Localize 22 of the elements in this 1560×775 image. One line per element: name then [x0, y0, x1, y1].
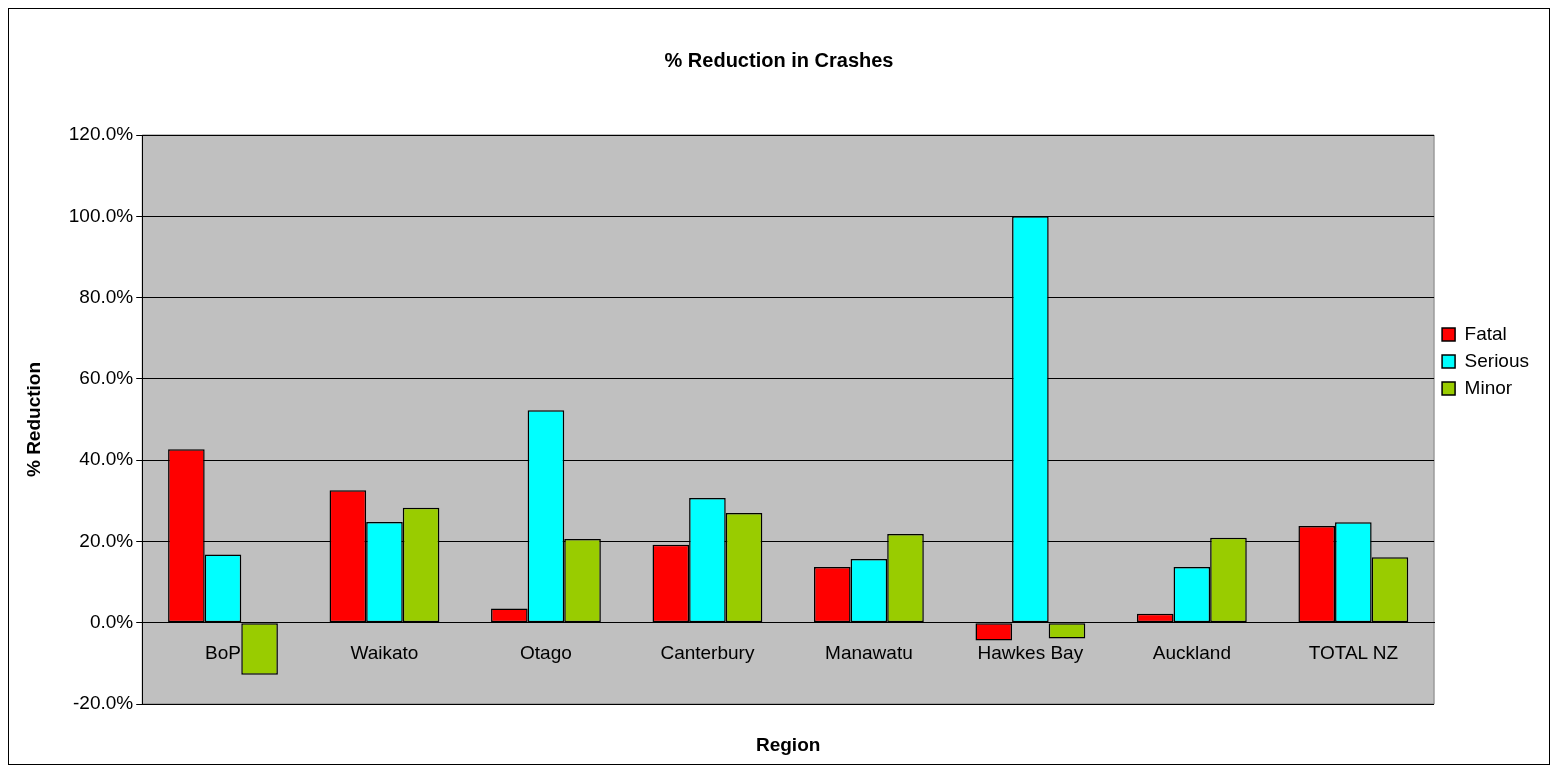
y-tick-label: 60.0%: [79, 367, 134, 389]
y-axis-title: % Reduction: [22, 361, 44, 478]
x-tick-label: Otago: [520, 642, 572, 664]
y-tick-label: 40.0%: [79, 448, 134, 470]
legend-label: Fatal: [1464, 322, 1507, 344]
y-tick-label: -20.0%: [73, 692, 134, 714]
legend-label: Minor: [1464, 376, 1513, 398]
x-tick-label: Manawatu: [825, 642, 913, 664]
y-tick-label: 0.0%: [89, 610, 134, 632]
x-tick-label: Hawkes Bay: [977, 642, 1084, 664]
x-tick-label: Auckland: [1152, 642, 1231, 664]
y-tick-label: 100.0%: [68, 204, 134, 226]
x-tick-label: BoP: [205, 642, 241, 664]
x-tick-label: Waikato: [350, 642, 419, 664]
x-tick-label: Canterbury: [660, 642, 755, 664]
y-tick-label: 80.0%: [79, 285, 134, 307]
chart-title: % Reduction in Crashes: [664, 48, 894, 71]
x-axis-title: Region: [755, 734, 821, 756]
y-tick-label: 20.0%: [79, 529, 134, 551]
y-tick-label: 120.0%: [68, 123, 134, 145]
x-tick-label: TOTAL NZ: [1308, 642, 1399, 664]
legend-label: Serious: [1464, 349, 1529, 371]
